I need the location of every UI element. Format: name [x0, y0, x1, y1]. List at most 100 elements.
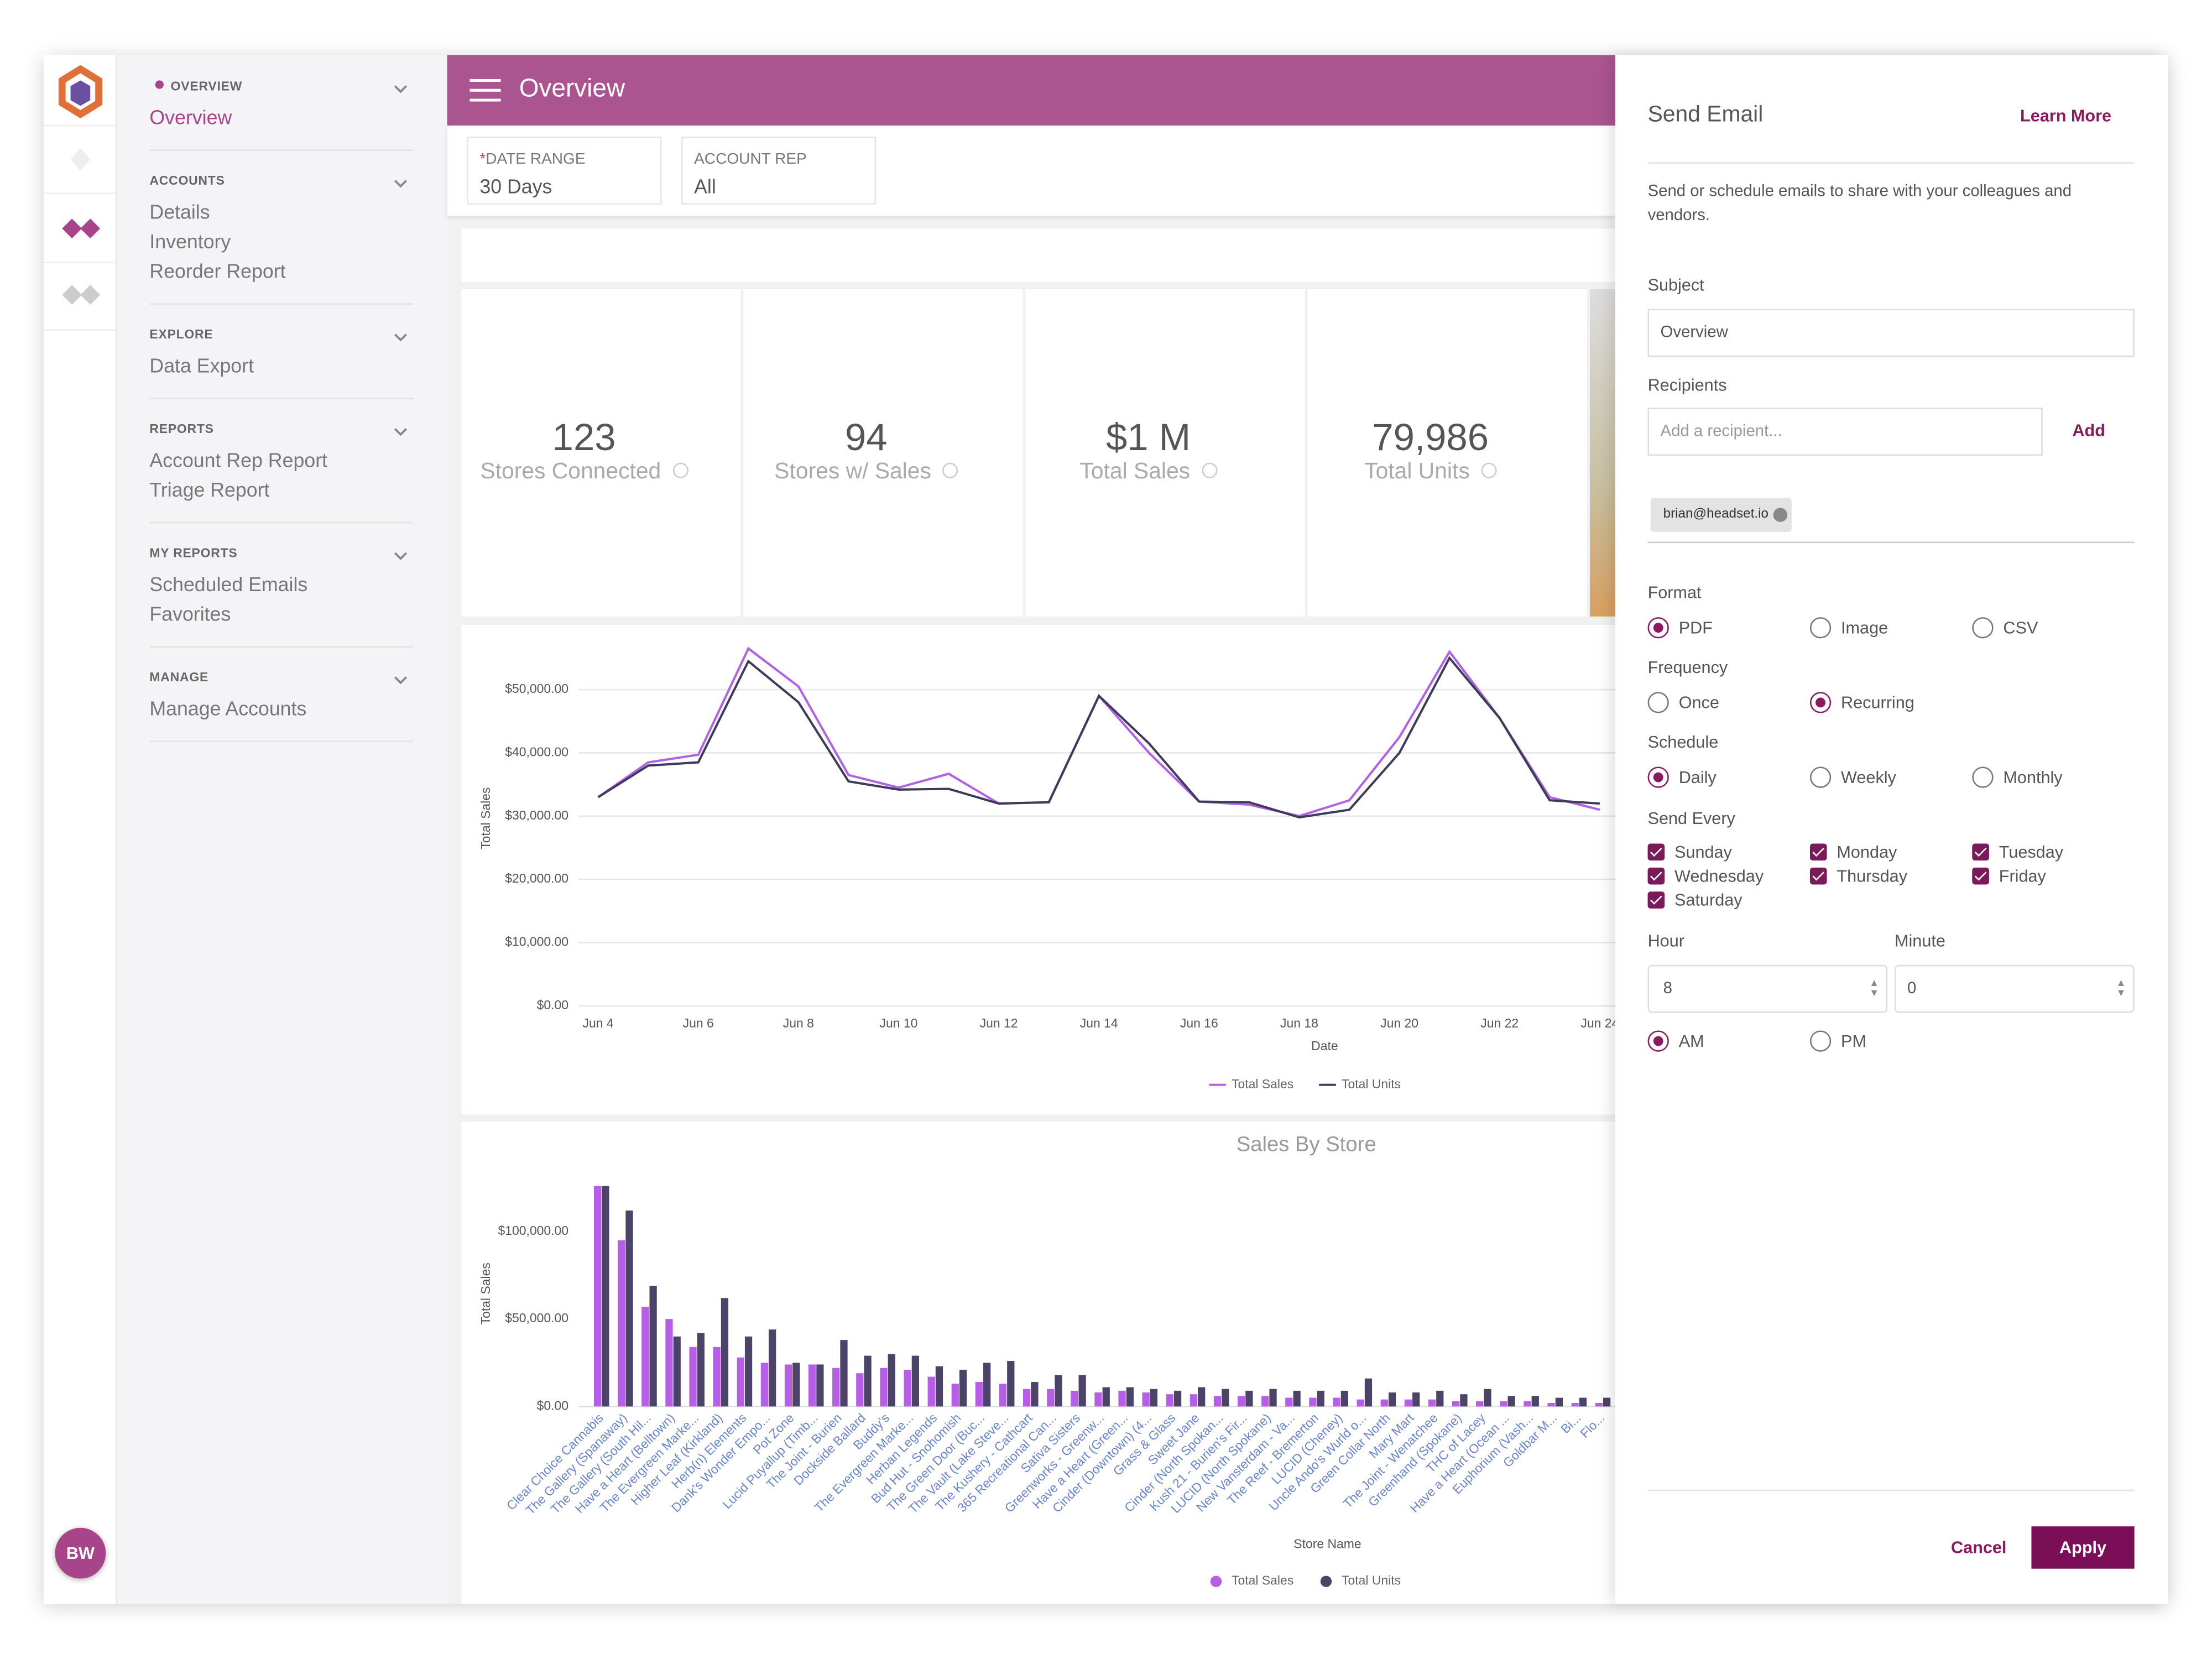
chevron[interactable]	[394, 543, 408, 568]
current-dot	[155, 80, 164, 89]
radio[interactable]	[1972, 766, 1994, 788]
cancel-button[interactable]: Cancel	[1951, 1537, 2007, 1558]
chevron[interactable]	[394, 667, 408, 693]
checkbox[interactable]	[1809, 867, 1827, 885]
info-icon[interactable]	[942, 462, 958, 478]
nav-item[interactable]: Favorites	[149, 602, 231, 625]
checkbox[interactable]	[1647, 867, 1665, 885]
radio-label[interactable]: AM	[1678, 1031, 1704, 1051]
checkbox[interactable]	[1972, 867, 1989, 885]
kpi-value: 94	[844, 416, 888, 459]
add-button[interactable]: Add	[2072, 420, 2105, 440]
info-icon[interactable]	[672, 462, 688, 478]
filter[interactable]: ACCOUNT REP All	[681, 137, 877, 205]
chevron[interactable]	[394, 419, 408, 445]
radio-label[interactable]: PDF	[1678, 618, 1713, 638]
chip-remove[interactable]	[1772, 508, 1787, 522]
radio[interactable]	[1809, 692, 1832, 713]
radio[interactable]	[1647, 1030, 1669, 1052]
radio-label[interactable]: Once	[1678, 692, 1719, 713]
chevron[interactable]	[394, 171, 408, 196]
info-icon[interactable]	[1481, 462, 1497, 478]
menu-icon[interactable]	[469, 79, 501, 102]
map-edge	[1589, 289, 1615, 617]
minute-input[interactable]: 0 ▲ ▼	[1894, 964, 2135, 1013]
recipient-chip: brian@headset.io	[1650, 498, 1791, 532]
nav: OVERVIEW Overview ACCOUNTS Details Inventory…	[149, 74, 414, 742]
nav-item[interactable]: Overview	[149, 106, 232, 129]
info-icon[interactable]	[1201, 462, 1217, 478]
radio-label[interactable]: Monthly	[2003, 767, 2063, 787]
checkbox-label[interactable]: Saturday	[1674, 890, 1743, 910]
nav-item[interactable]: Inventory	[149, 229, 231, 253]
checkbox-label[interactable]: Wednesday	[1674, 866, 1764, 886]
checkbox[interactable]	[1647, 843, 1665, 861]
nav-section-title: REPORTS	[149, 416, 413, 442]
nav-icon[interactable]	[70, 148, 91, 171]
description: Send or schedule emails to share with yo…	[1647, 183, 2072, 225]
nav-item[interactable]: Triage Report	[149, 478, 270, 501]
nav-icon[interactable]	[62, 285, 82, 305]
nav-item[interactable]: Scheduled Emails	[149, 572, 308, 596]
input-value: 8	[1663, 980, 1672, 998]
nav-item[interactable]: Data Export	[149, 354, 254, 377]
nav-item[interactable]: Reorder Report	[149, 259, 286, 283]
radio-label[interactable]: PM	[1841, 1031, 1866, 1051]
checkbox-label[interactable]: Tuesday	[1999, 842, 2064, 862]
filter-label: ACCOUNT REP	[694, 151, 807, 168]
checkbox[interactable]	[1972, 843, 1989, 861]
kpi-card: 123 Stores Connected	[461, 289, 741, 617]
nav-item[interactable]: Account Rep Report	[149, 448, 328, 472]
filter[interactable]: *DATE RANGE 30 Days	[467, 137, 662, 205]
divider	[1647, 1489, 2135, 1491]
radio-label[interactable]: CSV	[2003, 618, 2038, 638]
radio[interactable]	[1647, 692, 1669, 713]
nav-section: EXPLORE Data Export	[149, 305, 414, 399]
nav-section-title: MY REPORTS	[149, 540, 413, 566]
kpi-label-row: Total Units	[1308, 460, 1553, 486]
field-label: Send Every	[1647, 808, 1735, 828]
radio-label[interactable]: Recurring	[1841, 692, 1914, 713]
nav-section-text: MANAGE	[149, 670, 209, 685]
kpi-label: Stores w/ Sales	[774, 460, 931, 484]
checkbox[interactable]	[1647, 891, 1665, 909]
nav-item[interactable]: Details	[149, 200, 210, 223]
kpi-value: 123	[552, 416, 616, 459]
checkbox-label[interactable]: Thursday	[1837, 866, 1908, 886]
radio-label[interactable]: Daily	[1678, 767, 1717, 787]
header-title: Overview	[519, 74, 625, 102]
radio[interactable]	[1809, 617, 1832, 639]
checkbox-label[interactable]: Monday	[1837, 842, 1897, 862]
radio-label[interactable]: Image	[1841, 618, 1888, 638]
hour-input[interactable]: 8 ▲ ▼	[1647, 964, 1888, 1013]
chevron[interactable]	[394, 325, 408, 350]
checkbox-label[interactable]: Sunday	[1674, 842, 1732, 862]
spinner[interactable]: ▲ ▼	[1869, 979, 1879, 999]
radio[interactable]	[1647, 617, 1669, 639]
filter-value: All	[694, 175, 716, 198]
checkbox[interactable]	[1809, 843, 1827, 861]
checkbox-label[interactable]: Friday	[1999, 866, 2046, 886]
learn-more[interactable]: Learn More	[2020, 106, 2112, 126]
subject-input[interactable]: Overview	[1647, 309, 2135, 357]
avatar[interactable]: BW	[55, 1527, 106, 1579]
radio-label[interactable]: Weekly	[1841, 767, 1896, 787]
radio[interactable]	[1809, 766, 1832, 788]
spinner[interactable]: ▲ ▼	[2116, 979, 2126, 999]
field-label: Subject	[1647, 275, 1704, 295]
nav-icon[interactable]	[62, 218, 82, 239]
recipient-input[interactable]: Add a recipient...	[1647, 408, 2043, 456]
chevron[interactable]	[394, 76, 408, 102]
field-label: Frequency	[1647, 657, 1728, 677]
line-card	[461, 625, 1615, 1115]
apply-button[interactable]: Apply	[2031, 1526, 2135, 1569]
radio[interactable]	[1647, 766, 1669, 788]
nav-item[interactable]: Manage Accounts	[149, 697, 307, 720]
kpi-card: $1 M Total Sales	[1025, 289, 1305, 617]
icon-rail: BW	[44, 55, 117, 1604]
chip-text: brian@headset.io	[1663, 506, 1768, 522]
kpi-value: $1 M	[1105, 416, 1191, 459]
radio[interactable]	[1972, 617, 1994, 639]
radio[interactable]	[1809, 1030, 1832, 1052]
